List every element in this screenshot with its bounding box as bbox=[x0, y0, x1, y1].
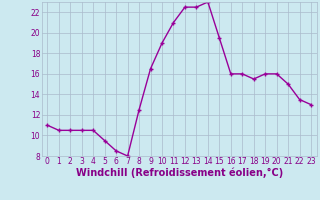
X-axis label: Windchill (Refroidissement éolien,°C): Windchill (Refroidissement éolien,°C) bbox=[76, 168, 283, 178]
